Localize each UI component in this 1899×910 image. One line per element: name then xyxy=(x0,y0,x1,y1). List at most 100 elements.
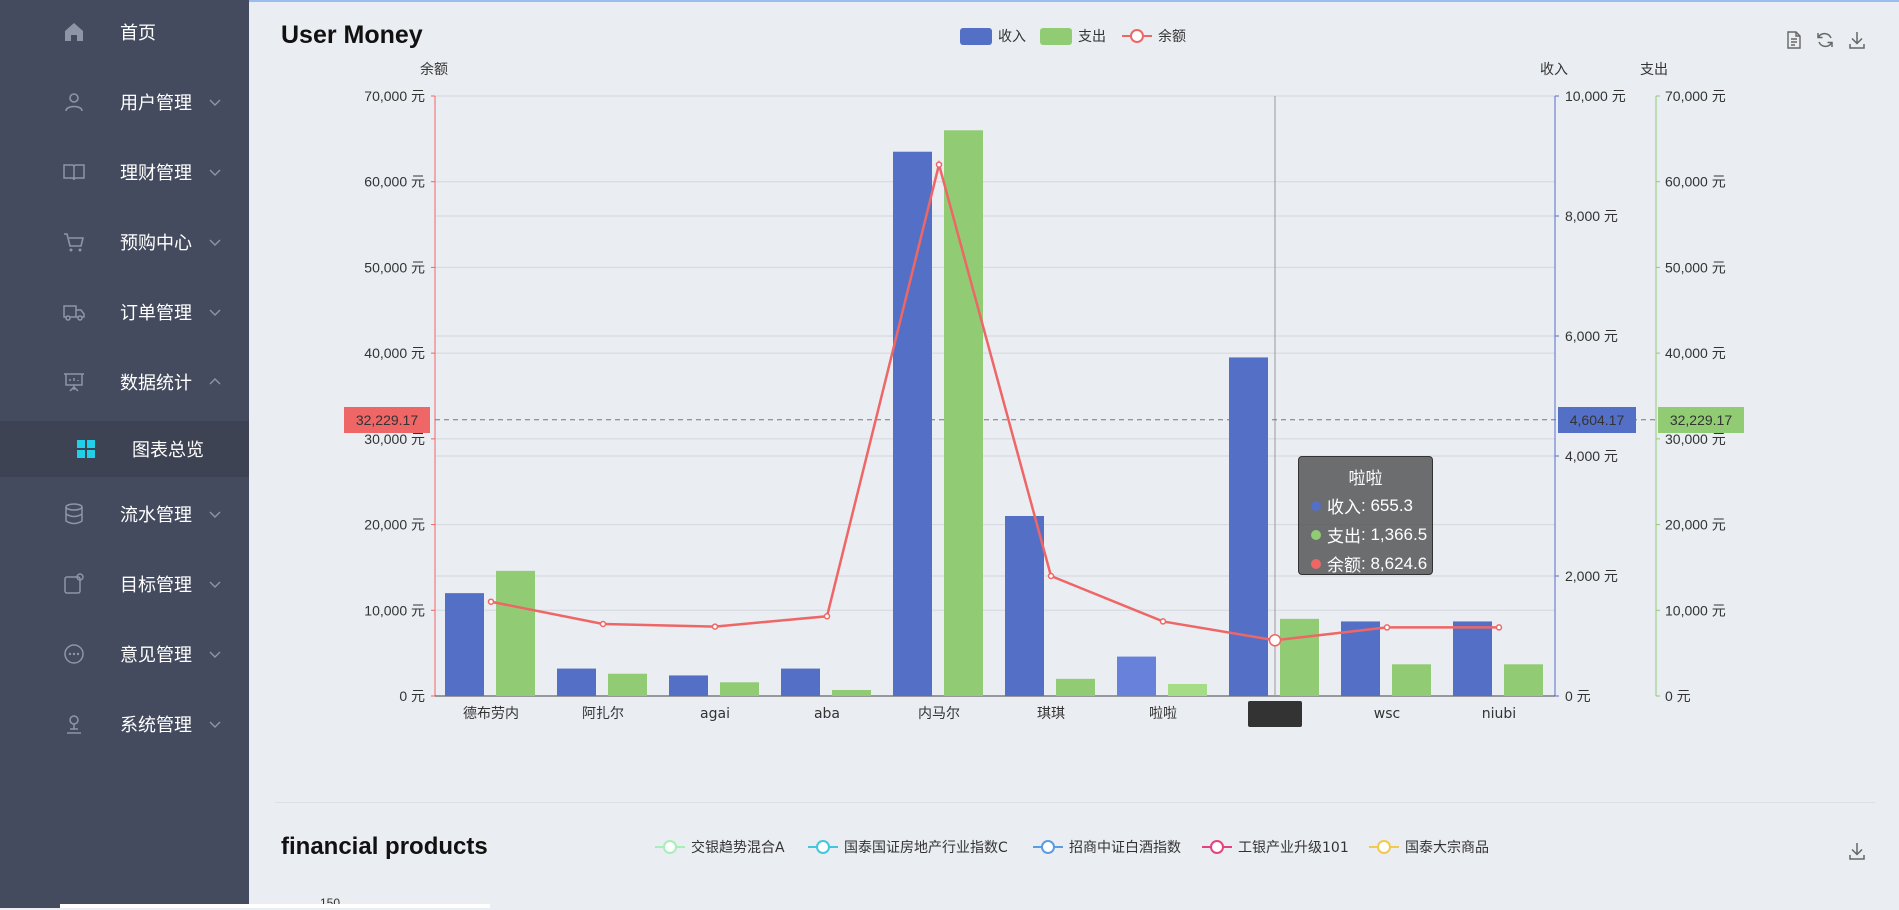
expense-axis-tick: 40,000 元 xyxy=(1665,345,1726,361)
balance-point xyxy=(1047,572,1055,580)
expense-axis-tick: 60,000 元 xyxy=(1665,174,1726,190)
chart-title: User Money xyxy=(281,21,423,49)
bar-expense xyxy=(1280,618,1319,696)
chevron-down-icon xyxy=(209,511,221,518)
balance-point xyxy=(1268,634,1282,647)
chart-tooltip: 啦啦 收入: 655.3 支出: 1,366.5 余额: 8,624.6 xyxy=(1298,456,1433,575)
tooltip-dot-balance xyxy=(1311,558,1321,569)
bar-expense xyxy=(1168,684,1207,696)
sidebar-item-label: 首页 xyxy=(120,23,156,44)
bar-income xyxy=(1117,656,1156,696)
balance-point xyxy=(599,620,607,628)
legend2-label[interactable]: 交银趋势混合A xyxy=(691,839,785,856)
bar-income xyxy=(1229,357,1268,696)
legend2-label[interactable]: 国泰国证房地产行业指数C xyxy=(844,840,1008,856)
grid-icon xyxy=(77,440,95,458)
legend2-label[interactable]: 招商中证白酒指数 xyxy=(1069,840,1181,856)
bar-expense xyxy=(1504,664,1543,696)
sidebar-item-label: 理财管理 xyxy=(120,163,192,184)
crosshair-expense-label: 32,229.17 xyxy=(1670,412,1732,428)
legend2-swatch-dot[interactable] xyxy=(816,840,830,854)
chevron-down-icon xyxy=(209,169,221,176)
crosshair-expense-label-bg xyxy=(1658,407,1744,433)
left-axis-name: 余额 xyxy=(420,61,448,77)
bar-income xyxy=(1453,621,1492,696)
sidebar-subitem-label: 图表总览 xyxy=(132,440,204,461)
balance-point xyxy=(1495,624,1503,631)
download-icon[interactable] xyxy=(1847,30,1867,50)
legend2-swatch-dot[interactable] xyxy=(1041,840,1055,854)
income-axis-tick: 4,000 元 xyxy=(1565,448,1618,464)
scrollbar-fragment xyxy=(60,904,490,908)
income-axis-tick: 10,000 元 xyxy=(1565,88,1626,104)
chevron-down-icon xyxy=(209,721,221,728)
book-icon xyxy=(63,164,85,181)
legend2-swatch-dot[interactable] xyxy=(663,840,677,854)
sidebar-subitem-chart-overview[interactable]: 图表总览 xyxy=(0,421,249,477)
chevron-down-icon xyxy=(209,651,221,658)
financial-products-legend: 交银趋势混合A 国泰国证房地产行业指数C 招商中证白酒指数 工银产业升级101 国泰大宗… xyxy=(655,839,1489,856)
truck-icon xyxy=(63,305,85,321)
income-axis-tick: 2,000 元 xyxy=(1565,568,1618,584)
bar-income xyxy=(557,668,596,696)
left-axis-tick: 40,000 元 xyxy=(364,345,425,361)
bar-expense xyxy=(608,673,647,696)
category-label: niubi xyxy=(1482,706,1516,722)
user-icon xyxy=(65,93,83,112)
tooltip-label-balance: 余额 xyxy=(1327,556,1361,575)
crosshair-income-label: 4,604.17 xyxy=(1570,412,1625,428)
balance-point xyxy=(1159,618,1167,625)
sidebar-item-4[interactable]: 预购中心 xyxy=(0,213,249,271)
chevron-down-icon xyxy=(209,581,221,588)
download-icon-2[interactable] xyxy=(1847,841,1867,861)
category-label: 阿扎尔 xyxy=(582,706,624,722)
income-axis-tick: 6,000 元 xyxy=(1565,328,1618,344)
panel-divider xyxy=(275,802,1875,803)
chevron-down-icon xyxy=(209,99,221,106)
sidebar-item-5[interactable]: 订单管理 xyxy=(0,283,249,341)
bar-expense xyxy=(1392,664,1431,696)
tooltip-dot-income xyxy=(1311,500,1321,511)
sidebar-item-3[interactable]: 理财管理 xyxy=(0,143,249,201)
balance-point xyxy=(935,161,943,168)
data-view-icon[interactable] xyxy=(1784,30,1804,50)
legend2-label[interactable]: 工银产业升级101 xyxy=(1238,840,1349,856)
bar-expense xyxy=(1056,678,1095,696)
left-axis-tick: 60,000 元 xyxy=(364,174,425,190)
sidebar-item-2[interactable]: 用户管理 xyxy=(0,73,249,131)
database-icon xyxy=(65,503,83,525)
x-axis-pointer-label-bg xyxy=(1248,701,1302,727)
window-top-border xyxy=(0,0,1899,2)
legend2-swatch-dot[interactable] xyxy=(1210,840,1224,854)
sidebar-item-9[interactable]: 意见管理 xyxy=(0,625,249,683)
expense-axis-tick: 0 元 xyxy=(1665,688,1691,704)
sidebar-item-1[interactable]: 首页 xyxy=(0,3,249,61)
crosshair-income-label-bg xyxy=(1558,407,1636,433)
sidebar-item-8[interactable]: 目标管理 xyxy=(0,555,249,613)
sidebar-item-7[interactable]: 流水管理 xyxy=(0,485,249,543)
sidebar-item-6[interactable]: 数据统计 xyxy=(0,353,249,411)
income-axis-tick: 8,000 元 xyxy=(1565,208,1618,224)
bar-expense xyxy=(496,570,535,696)
left-axis-tick: 50,000 元 xyxy=(364,259,425,275)
chat-icon xyxy=(64,644,84,664)
bar-income xyxy=(1341,621,1380,696)
balance-point xyxy=(487,598,495,605)
category-label: aba xyxy=(814,706,840,722)
sidebar-item-label: 目标管理 xyxy=(120,575,192,596)
financial-products-title: financial products xyxy=(281,833,488,860)
tooltip-value-balance: 8,624.6 xyxy=(1370,553,1428,573)
expense-axis-tick: 30,000 元 xyxy=(1665,431,1726,447)
sidebar-item-10[interactable]: 系统管理 xyxy=(0,695,249,753)
cart-icon xyxy=(64,233,85,252)
balance-point xyxy=(1383,624,1391,631)
legend-swatch-balance-dot xyxy=(1130,29,1144,43)
refresh-icon[interactable] xyxy=(1815,30,1835,50)
legend-label-balance: 余额 xyxy=(1158,28,1186,45)
settings-icon xyxy=(67,715,81,734)
legend2-label[interactable]: 国泰大宗商品 xyxy=(1405,840,1489,856)
chevron-down-icon xyxy=(209,309,221,316)
legend2-swatch-dot[interactable] xyxy=(1377,840,1391,854)
sidebar-item-label: 订单管理 xyxy=(120,303,192,324)
sidebar-item-label: 意见管理 xyxy=(120,645,192,666)
